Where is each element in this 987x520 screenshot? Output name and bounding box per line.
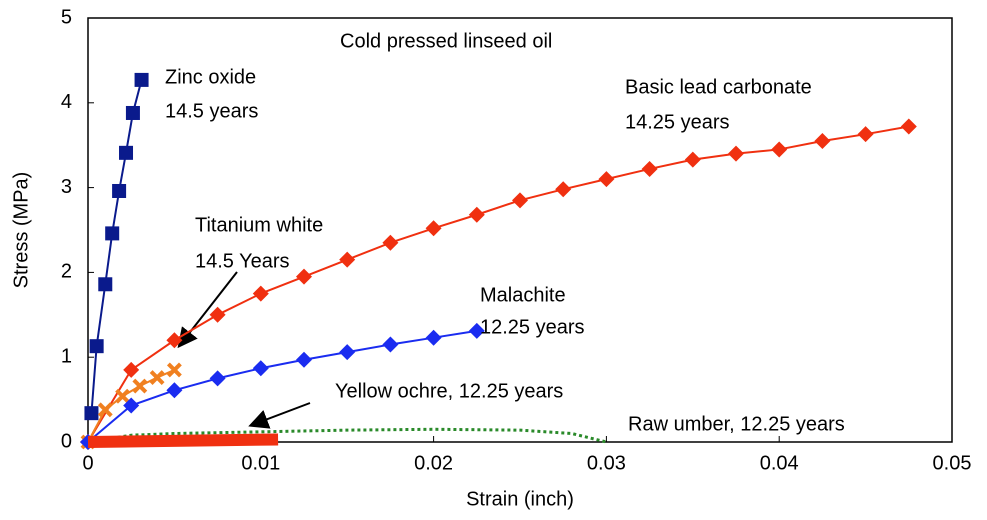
x-tick-label: 0.03 — [587, 452, 626, 474]
x-tick-label: 0.02 — [414, 452, 453, 474]
plot-frame — [87, 17, 953, 443]
marker — [209, 306, 226, 323]
marker — [771, 141, 788, 158]
x-tick-label: 0.05 — [933, 452, 972, 474]
marker — [684, 151, 701, 168]
marker — [112, 183, 127, 198]
marker — [728, 145, 744, 162]
series-label: Titanium white — [195, 214, 323, 236]
x-axis-label: Strain (inch) — [466, 488, 574, 510]
marker — [814, 132, 831, 149]
y-axis-label: Stress (MPa) — [10, 172, 32, 289]
y-tick-label: 4 — [61, 91, 72, 113]
marker — [125, 105, 140, 120]
y-tick-label: 3 — [61, 176, 72, 198]
marker — [512, 192, 528, 209]
series-annotation: 14.5 years — [165, 100, 258, 122]
series-line — [87, 427, 607, 444]
marker — [339, 251, 356, 268]
series-line — [87, 329, 477, 443]
marker — [857, 126, 874, 143]
marker — [339, 344, 356, 361]
marker — [119, 145, 134, 160]
x-tick-label: 0.01 — [241, 452, 280, 474]
marker — [134, 72, 149, 87]
marker — [382, 234, 399, 251]
y-tick-label: 2 — [61, 261, 72, 283]
x-tick-label: 0 — [82, 452, 93, 474]
series-annotation: 12.25 years — [480, 316, 585, 338]
marker — [209, 370, 226, 387]
marker — [296, 351, 312, 368]
marker — [425, 329, 442, 346]
marker — [252, 360, 269, 377]
y-tick-label: 1 — [61, 345, 72, 367]
marker — [89, 339, 104, 354]
marker — [382, 336, 399, 353]
marker — [468, 206, 485, 223]
series-label: Zinc oxide — [165, 66, 256, 88]
marker — [123, 361, 140, 378]
marker — [84, 406, 99, 421]
series-label: Raw umber, 12.25 years — [628, 413, 845, 435]
marker — [115, 388, 130, 404]
marker — [97, 402, 113, 418]
y-tick-label: 5 — [61, 6, 72, 28]
marker — [641, 160, 658, 177]
marker — [149, 370, 165, 385]
marker — [425, 220, 442, 237]
series-annotation: 14.25 years — [625, 111, 730, 133]
series-label: Basic lead carbonate — [625, 76, 812, 98]
series-label: Yellow ochre, 12.25 years — [335, 380, 563, 402]
y-tick-label: 0 — [61, 430, 72, 452]
chart-title: Cold pressed linseed oil — [340, 30, 552, 52]
marker — [468, 322, 485, 339]
marker — [123, 397, 140, 414]
series-line — [87, 433, 279, 448]
marker — [98, 277, 113, 292]
series-annotation: 14.5 Years — [195, 250, 290, 272]
series-label: Malachite — [480, 284, 566, 306]
marker — [132, 378, 148, 394]
marker — [598, 171, 615, 188]
x-tick-label: 0.04 — [760, 452, 799, 474]
arrow — [248, 402, 311, 429]
marker — [166, 382, 183, 399]
marker — [900, 118, 917, 135]
marker — [166, 362, 182, 378]
marker — [105, 226, 120, 241]
marker — [166, 332, 183, 349]
arrow — [177, 271, 238, 349]
marker — [555, 181, 572, 198]
marker — [296, 268, 312, 285]
marker — [252, 285, 269, 302]
